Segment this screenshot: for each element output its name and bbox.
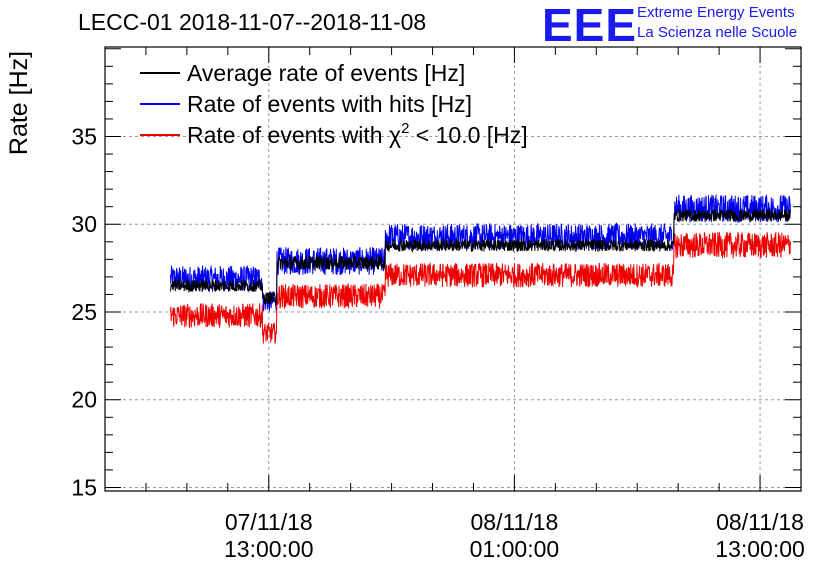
series-line-1 — [170, 194, 791, 312]
eee-logo-mark: EEE — [542, 0, 637, 51]
series-line-0 — [170, 208, 791, 305]
logo-line-1: Extreme Energy Events — [637, 4, 795, 21]
x-tick-time: 01:00:00 — [470, 536, 560, 562]
legend: Average rate of events [Hz] Rate of even… — [140, 60, 528, 148]
x-tick-date: 07/11/18 — [225, 509, 313, 535]
x-tick-date: 08/11/18 — [716, 509, 804, 535]
y-tick-label: 20 — [71, 387, 97, 413]
logo-line-2: La Scienza nelle Scuole — [637, 24, 797, 41]
y-tick-label: 15 — [71, 474, 97, 500]
eee-logo: EEE Extreme Energy Events La Scienza nel… — [542, 0, 797, 51]
axes — [104, 46, 802, 492]
legend-label-hits: Rate of events with hits [Hz] — [187, 91, 472, 117]
x-tick-time: 13:00:00 — [224, 536, 314, 562]
series-line-2 — [170, 231, 791, 344]
tick-labels: 152025303507/11/1813:00:0008/11/1801:00:… — [71, 124, 804, 562]
x-tick-date: 08/11/18 — [470, 509, 558, 535]
chart-title: LECC-01 2018-11-07--2018-11-08 — [78, 9, 426, 35]
x-tick-time: 13:00:00 — [715, 536, 805, 562]
y-tick-label: 25 — [71, 299, 97, 325]
legend-label-chi2: Rate of events with χ2 < 10.0 [Hz] — [187, 120, 528, 148]
y-tick-label: 35 — [71, 124, 97, 150]
legend-label-average: Average rate of events [Hz] — [187, 60, 465, 86]
series-layer — [170, 194, 791, 344]
plot-frame — [104, 46, 802, 492]
y-axis-label: Rate [Hz] — [5, 51, 33, 155]
y-tick-label: 30 — [71, 211, 97, 237]
